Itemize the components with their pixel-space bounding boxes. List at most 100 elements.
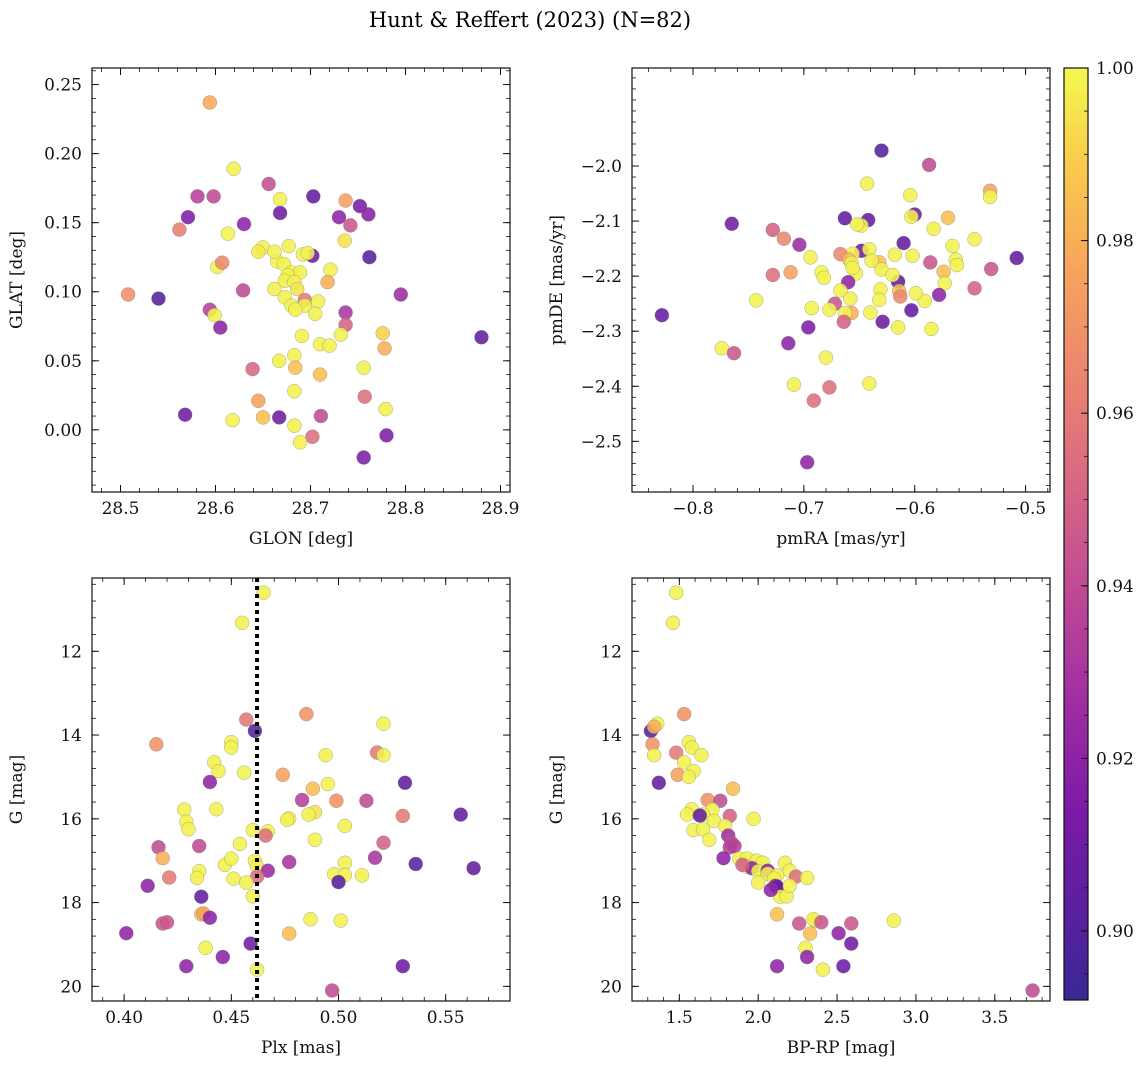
data-point <box>281 238 296 254</box>
scatter-points <box>643 585 1040 998</box>
data-point <box>161 870 177 885</box>
data-point <box>983 261 999 277</box>
data-point <box>189 870 205 886</box>
data-point <box>376 835 391 850</box>
data-point <box>294 328 310 344</box>
data-point <box>726 345 742 361</box>
data-point <box>836 958 851 974</box>
data-point <box>172 222 187 237</box>
data-point <box>324 983 340 998</box>
data-point <box>904 303 919 318</box>
data-point <box>799 870 815 886</box>
data-point <box>702 832 717 848</box>
data-point <box>191 838 207 854</box>
panels: 28.5 28.6 28.7 28.8 28.9 0.00 0.05 0.10 0.15 0.20… <box>7 67 1051 1058</box>
data-point <box>361 207 376 222</box>
data-point <box>359 793 374 809</box>
y-tick-label: 20 <box>600 977 622 997</box>
data-point <box>408 856 423 872</box>
data-point <box>474 330 489 345</box>
data-point <box>207 307 222 323</box>
data-point <box>377 341 392 356</box>
data-point <box>679 807 695 822</box>
data-point <box>176 802 192 817</box>
data-point <box>786 377 802 392</box>
data-point <box>904 209 919 224</box>
data-point <box>226 161 241 177</box>
colorbar-ticks: 0.90 0.92 0.94 0.96 0.98 1.00 <box>1081 59 1134 975</box>
data-point <box>845 260 860 276</box>
data-point <box>885 267 900 283</box>
data-point <box>272 205 288 221</box>
data-point <box>393 287 409 302</box>
data-point <box>235 283 251 298</box>
data-point <box>323 262 338 277</box>
y-axis-label: pmDE [mas/yr] <box>547 215 567 345</box>
data-point <box>665 615 681 631</box>
x-tick-label: 0.40 <box>105 1008 143 1028</box>
data-point <box>333 327 349 342</box>
data-point <box>194 889 209 904</box>
data-point <box>896 235 911 251</box>
scatter-points <box>119 585 481 998</box>
y-axis-label: G [mag] <box>547 755 567 824</box>
x-tick-label: 3.0 <box>902 1008 929 1028</box>
data-point <box>306 189 321 204</box>
data-point <box>318 747 333 763</box>
y-tick-label: 14 <box>60 726 82 746</box>
colorbar-tick-label: 0.90 <box>1096 922 1134 942</box>
data-point <box>151 291 166 306</box>
data-point <box>844 936 859 951</box>
data-point <box>299 706 314 722</box>
x-axis-label: Plx [mas] <box>261 1038 341 1058</box>
data-point <box>803 250 818 265</box>
data-point <box>310 294 326 309</box>
ticks: 1.5 2.0 2.5 3.0 3.5 12 14 16 18 20 <box>600 578 1050 1028</box>
y-tick-label: 0.25 <box>44 76 82 96</box>
data-point <box>750 875 766 890</box>
data-point <box>294 792 310 808</box>
x-axis-label: GLON [deg] <box>249 529 353 549</box>
data-point <box>307 306 323 322</box>
data-point <box>279 812 295 827</box>
data-point <box>256 585 271 600</box>
data-point <box>735 857 750 873</box>
data-point <box>931 287 947 303</box>
data-point <box>356 360 371 375</box>
data-point <box>802 926 818 941</box>
y-tick-label: 20 <box>60 977 82 997</box>
data-point <box>305 781 321 796</box>
data-point <box>320 274 335 290</box>
data-point <box>356 450 371 465</box>
data-point <box>769 907 785 922</box>
data-point <box>676 755 692 770</box>
data-point <box>725 781 741 796</box>
data-point <box>395 808 411 824</box>
data-point <box>181 822 196 837</box>
data-point <box>676 706 692 722</box>
x-tick-label: 0.50 <box>320 1008 358 1028</box>
data-point <box>292 435 308 450</box>
data-point <box>331 874 346 890</box>
data-point <box>275 767 291 783</box>
data-point <box>289 281 305 297</box>
data-point <box>224 851 239 866</box>
scatter-points <box>654 143 1024 470</box>
data-point <box>940 210 956 226</box>
data-point <box>378 401 393 417</box>
data-point <box>214 255 230 270</box>
data-point <box>746 811 761 827</box>
data-point <box>267 281 282 297</box>
data-point <box>862 376 877 391</box>
axes-frame <box>631 577 1051 1002</box>
data-point <box>668 585 684 600</box>
data-point <box>202 95 218 110</box>
data-point <box>357 389 372 404</box>
data-point <box>376 716 391 731</box>
data-point <box>225 412 240 428</box>
data-point <box>801 320 816 335</box>
y-tick-label: 14 <box>600 726 622 746</box>
data-point <box>303 912 318 927</box>
y-tick-label: 16 <box>60 810 82 830</box>
data-point <box>224 740 239 755</box>
